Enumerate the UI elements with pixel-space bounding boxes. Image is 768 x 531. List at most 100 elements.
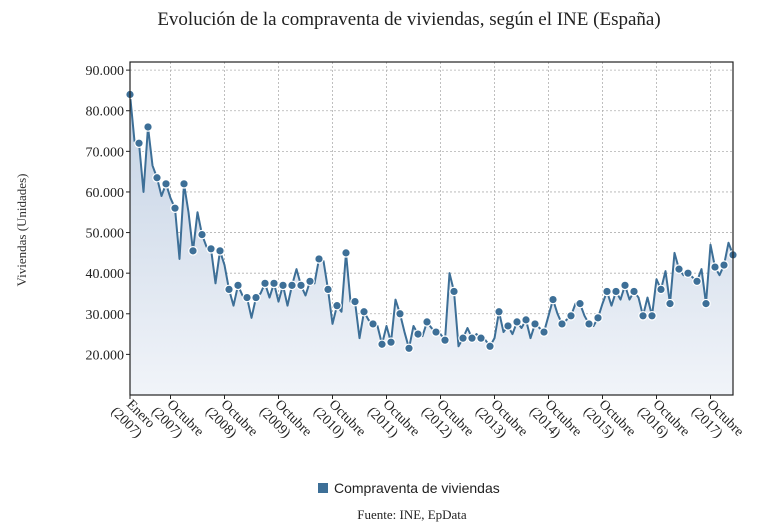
data-point [359, 306, 369, 317]
data-point [485, 341, 495, 352]
data-point [638, 311, 648, 321]
y-tick-label: 70.000 [86, 145, 125, 160]
data-point [152, 172, 162, 183]
data-point [143, 122, 153, 132]
data-point [170, 203, 180, 213]
x-tick-label: Octubre(2017) [688, 393, 746, 451]
x-tick-label: Octubre(2009) [256, 393, 314, 451]
legend[interactable]: Compraventa de viviendas [318, 480, 500, 496]
data-point [269, 278, 279, 289]
x-tick-label: Octubre(2012) [418, 393, 476, 451]
data-point [656, 284, 666, 295]
data-point [197, 229, 207, 240]
data-point [701, 298, 711, 309]
data-point [611, 286, 621, 297]
legend-swatch [318, 483, 328, 493]
data-point [350, 296, 360, 307]
area-fill-layer [130, 94, 733, 396]
data-point [602, 286, 612, 297]
data-point [674, 264, 684, 274]
data-point [377, 339, 387, 350]
data-point [512, 317, 522, 327]
y-tick-label: 30.000 [86, 308, 125, 323]
x-tick-labels: Enero(2007) Octubre(2007) Octubre(2008) Oct… [108, 393, 746, 451]
data-point [557, 319, 567, 329]
data-point [584, 319, 594, 329]
source-note: Fuente: INE, EpData [357, 507, 467, 522]
data-point [710, 262, 720, 272]
data-point [431, 327, 441, 337]
x-tick-label: Octubre(2007) [148, 393, 206, 451]
data-point [251, 292, 261, 303]
legend-label: Compraventa de viviendas [334, 480, 500, 496]
data-point [368, 319, 378, 329]
data-point [314, 254, 324, 264]
data-point [692, 276, 702, 287]
data-point [539, 327, 549, 337]
data-point [494, 306, 504, 317]
y-tick-label: 40.000 [86, 267, 125, 282]
data-point [332, 300, 342, 311]
data-point [296, 280, 306, 291]
data-point [548, 294, 558, 305]
y-tick-label: 80.000 [86, 105, 125, 120]
data-point [305, 276, 315, 287]
data-point [386, 337, 396, 348]
data-point [323, 284, 333, 295]
data-point [521, 315, 531, 325]
data-point [440, 335, 450, 345]
y-tick-label: 50.000 [86, 227, 125, 242]
data-point [179, 179, 189, 189]
data-point [665, 298, 675, 309]
x-tick-label: Octubre(2010) [310, 393, 368, 451]
data-point [224, 284, 234, 295]
x-tick-label: Octubre(2015) [580, 393, 638, 451]
x-tick-label: Octubre(2016) [634, 393, 692, 451]
y-axis-label: Viviendas (Unidades) [14, 174, 29, 287]
data-point [341, 248, 351, 258]
y-tick-label: 20.000 [86, 348, 125, 363]
chart-title: Evolución de la compraventa de viviendas… [157, 9, 660, 30]
data-point [206, 244, 216, 254]
data-point [458, 333, 468, 343]
data-point [566, 311, 576, 321]
data-point [242, 292, 252, 303]
data-point [530, 319, 540, 329]
x-tick-label: Octubre(2011) [364, 393, 422, 451]
data-point [278, 280, 288, 291]
data-point [575, 298, 585, 309]
x-tick-label: Enero(2007) [108, 393, 158, 443]
data-point [134, 138, 144, 149]
y-tick-label: 90.000 [86, 64, 125, 79]
y-tick-labels: 20.000 30.000 40.000 50.000 60.000 70.000 80.0… [86, 64, 130, 363]
data-point [629, 286, 639, 297]
data-point [647, 311, 657, 321]
data-point [422, 317, 432, 327]
data-point [503, 321, 513, 331]
data-point [449, 286, 459, 297]
data-point [593, 313, 603, 323]
data-point [719, 260, 729, 270]
x-tick-label: Octubre(2008) [202, 393, 260, 451]
series-layer [125, 89, 738, 354]
data-point [395, 308, 405, 319]
x-tick-label: Octubre(2014) [526, 393, 584, 451]
data-point [233, 280, 243, 291]
data-point [476, 333, 486, 343]
data-point [404, 343, 414, 354]
x-tick-label: Octubre(2013) [472, 393, 530, 451]
data-point [215, 246, 225, 256]
data-point [620, 280, 630, 291]
data-point [161, 179, 171, 189]
data-point [188, 246, 198, 256]
data-point [467, 333, 477, 343]
data-point [287, 280, 297, 291]
plot-frame [129, 61, 734, 396]
y-tick-label: 60.000 [86, 186, 125, 201]
data-point [683, 268, 693, 278]
area-fill [130, 94, 733, 396]
data-point [260, 278, 270, 289]
data-point [413, 329, 423, 339]
